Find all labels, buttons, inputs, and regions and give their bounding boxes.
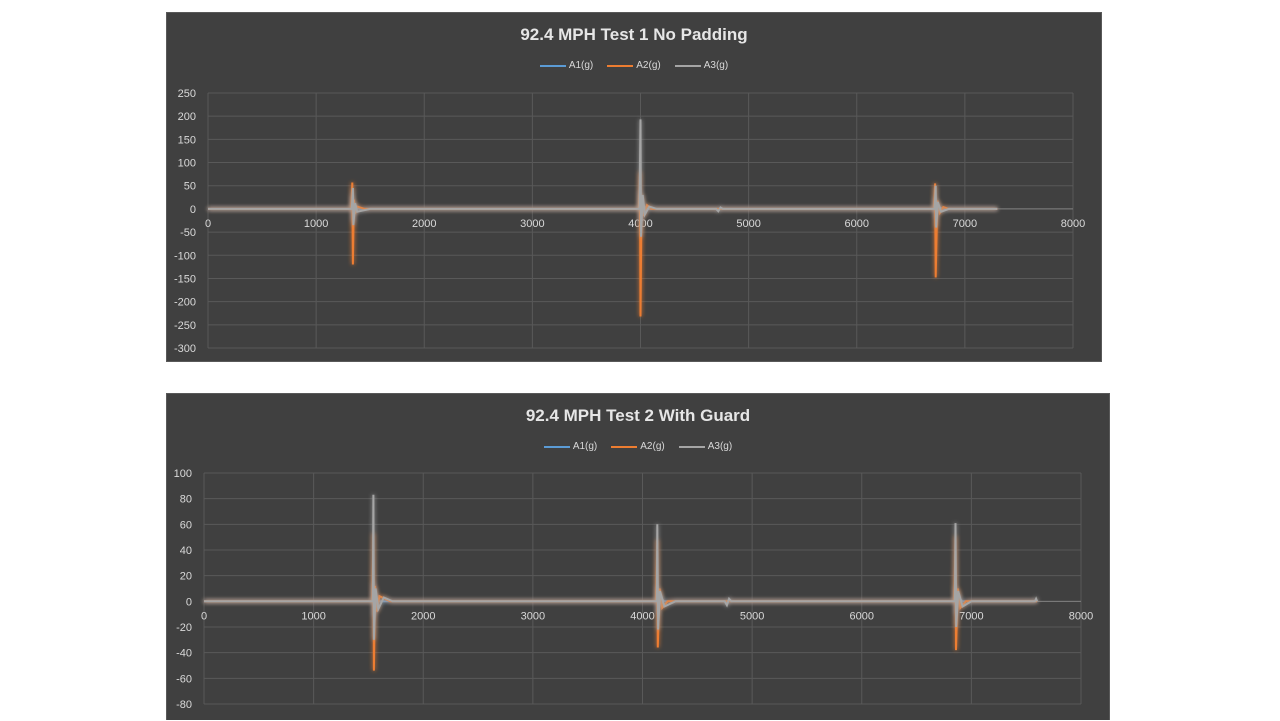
y-tick-label: 0 [186, 596, 192, 608]
legend-swatch-a2 [611, 445, 638, 448]
chart-panel-test1: 250 200 150 100 50 0 -50 -100 -150 -200 -250 -300 0 1… [166, 12, 1102, 362]
y-tick-label: -150 [174, 273, 196, 285]
series-line-a1g [204, 582, 1038, 617]
y-tick-label: 80 [180, 494, 192, 506]
legend-swatch-a3 [678, 445, 705, 448]
chart-panel-test2: 100 80 60 40 20 0 -20 -40 -60 -80 0 1000 2000 3000 400… [166, 393, 1110, 720]
legend-item-a1: A1(g) [543, 441, 598, 452]
legend-label-a2: A2(g) [640, 441, 665, 452]
legend-swatch-a3 [674, 64, 701, 67]
legend-item-a3: A3(g) [678, 441, 733, 452]
chart-title: 92.4 MPH Test 1 No Padding [520, 25, 748, 44]
legend-label-a1: A1(g) [568, 60, 594, 71]
y-tick-label: 100 [178, 158, 196, 170]
y-tick-label: 0 [190, 204, 196, 216]
y-tick-label: -200 [174, 297, 196, 309]
y-tick-label: -20 [176, 622, 192, 634]
chart-title: 92.4 MPH Test 2 With Guard [525, 406, 751, 425]
y-tick-label: 200 [178, 111, 196, 123]
chart-legend: A1(g) A2(g) A3(g) [167, 441, 1109, 452]
series-line-a3g [204, 494, 1039, 640]
y-tick-label: -80 [176, 699, 192, 711]
legend-item-a1: A1(g) [539, 60, 594, 71]
legend-swatch-a1 [543, 445, 570, 448]
y-tick-label: 250 [178, 88, 196, 100]
chart-legend: A1(g) A2(g) A3(g) [167, 60, 1101, 71]
x-tick-label: 7000 [959, 610, 983, 622]
y-tick-label: -40 [176, 648, 192, 660]
x-tick-label: 8000 [1069, 610, 1093, 622]
x-tick-label: 1000 [301, 610, 325, 622]
series-line-a3g [208, 119, 998, 237]
legend-label-a3: A3(g) [707, 441, 733, 452]
x-tick-label: 6000 [845, 218, 869, 230]
legend-swatch-a2 [607, 64, 634, 67]
x-tick-label: 5000 [736, 218, 760, 230]
chart-svg-test2: 100 80 60 40 20 0 -20 -40 -60 -80 0 1000 2000 3000 400… [174, 468, 1094, 711]
legend-item-a2: A2(g) [607, 60, 661, 71]
y-tick-label: -60 [176, 673, 192, 685]
y-tick-label: -50 [180, 227, 196, 239]
y-tick-label: -100 [174, 250, 196, 262]
series-line-a2g [208, 171, 998, 317]
y-tick-label: 20 [180, 571, 192, 583]
x-tick-label: 1000 [304, 218, 328, 230]
x-tick-label: 6000 [850, 610, 874, 622]
x-tick-label: 2000 [411, 610, 435, 622]
chart-svg-test1: 250 200 150 100 50 0 -50 -100 -150 -200 -250 -300 0 1… [174, 88, 1085, 355]
y-tick-label: 100 [174, 468, 192, 480]
y-tick-label: 60 [180, 519, 192, 531]
x-tick-label: 5000 [740, 610, 764, 622]
y-tick-label: 40 [180, 545, 192, 557]
x-tick-label: 0 [201, 610, 207, 622]
legend-label-a3: A3(g) [703, 60, 729, 71]
x-tick-label: 4000 [630, 610, 654, 622]
legend-label-a2: A2(g) [636, 60, 661, 71]
legend-label-a1: A1(g) [572, 441, 598, 452]
x-tick-label: 3000 [521, 610, 545, 622]
x-tick-label: 8000 [1061, 218, 1085, 230]
y-tick-label: 150 [178, 134, 196, 146]
y-tick-label: -300 [174, 343, 196, 355]
x-tick-label: 7000 [953, 218, 977, 230]
x-tick-label: 3000 [520, 218, 544, 230]
x-tick-label: 2000 [412, 218, 436, 230]
x-tick-label: 0 [205, 218, 211, 230]
legend-item-a3: A3(g) [674, 60, 729, 71]
y-tick-label: -250 [174, 320, 196, 332]
legend-swatch-a1 [539, 64, 566, 67]
y-tick-label: 50 [184, 181, 196, 193]
legend-item-a2: A2(g) [611, 441, 665, 452]
